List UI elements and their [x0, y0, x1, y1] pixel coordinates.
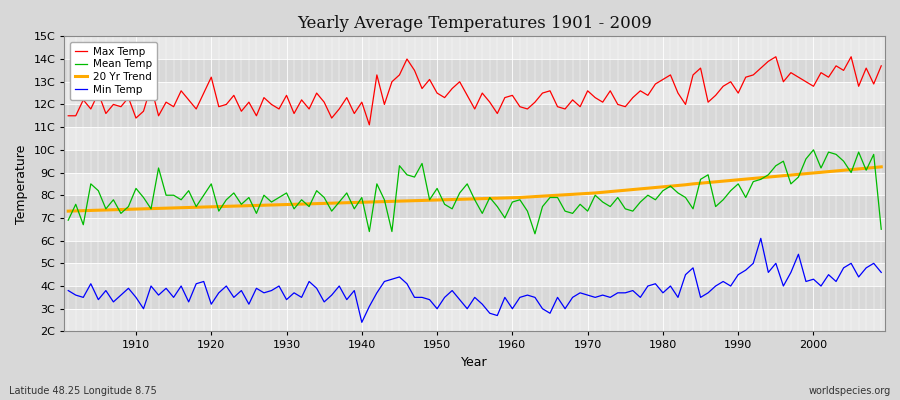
- Bar: [65, 104, 885, 127]
- Mean Temp: [605, 204, 616, 209]
- Max Temp: [334, 106, 345, 111]
- Max Temp: [289, 111, 300, 116]
- Bar: [65, 218, 885, 241]
- Line: 20 Yr Trend: 20 Yr Trend: [68, 167, 881, 211]
- Bar: [65, 263, 885, 286]
- X-axis label: Year: Year: [462, 356, 488, 369]
- 20 Yr Trend: [500, 196, 510, 200]
- Text: Latitude 48.25 Longitude 8.75: Latitude 48.25 Longitude 8.75: [9, 386, 157, 396]
- Min Temp: [289, 290, 300, 295]
- Mean Temp: [334, 200, 345, 204]
- Max Temp: [876, 64, 886, 68]
- Mean Temp: [529, 232, 540, 236]
- Bar: [65, 82, 885, 104]
- Line: Max Temp: Max Temp: [68, 57, 881, 125]
- Min Temp: [334, 284, 345, 288]
- Title: Yearly Average Temperatures 1901 - 2009: Yearly Average Temperatures 1901 - 2009: [297, 15, 652, 32]
- Max Temp: [63, 113, 74, 118]
- Max Temp: [364, 122, 374, 127]
- Mean Temp: [289, 206, 300, 211]
- Bar: [65, 241, 885, 263]
- Min Temp: [515, 295, 526, 300]
- 20 Yr Trend: [289, 202, 300, 207]
- Mean Temp: [876, 227, 886, 232]
- Mean Temp: [500, 216, 510, 220]
- Min Temp: [876, 270, 886, 275]
- 20 Yr Trend: [507, 195, 517, 200]
- Bar: [65, 59, 885, 82]
- Line: Min Temp: Min Temp: [68, 238, 881, 322]
- Mean Temp: [63, 218, 74, 222]
- Y-axis label: Temperature: Temperature: [15, 144, 28, 224]
- Bar: [65, 309, 885, 332]
- Min Temp: [755, 236, 766, 241]
- Line: Mean Temp: Mean Temp: [68, 150, 881, 234]
- Max Temp: [123, 95, 134, 100]
- Bar: [65, 127, 885, 150]
- 20 Yr Trend: [123, 207, 134, 212]
- Mean Temp: [507, 200, 517, 204]
- 20 Yr Trend: [598, 190, 608, 195]
- Bar: [65, 36, 885, 59]
- 20 Yr Trend: [334, 200, 345, 205]
- 20 Yr Trend: [876, 164, 886, 169]
- 20 Yr Trend: [63, 209, 74, 214]
- Max Temp: [507, 93, 517, 98]
- Min Temp: [507, 306, 517, 311]
- Bar: [65, 286, 885, 309]
- Min Temp: [63, 288, 74, 293]
- Max Temp: [515, 104, 526, 109]
- Min Temp: [356, 320, 367, 325]
- Mean Temp: [123, 204, 134, 209]
- Bar: [65, 150, 885, 172]
- Legend: Max Temp, Mean Temp, 20 Yr Trend, Min Temp: Max Temp, Mean Temp, 20 Yr Trend, Min Te…: [69, 42, 157, 100]
- Max Temp: [770, 54, 781, 59]
- Min Temp: [123, 286, 134, 291]
- Min Temp: [605, 295, 616, 300]
- Mean Temp: [808, 148, 819, 152]
- Text: worldspecies.org: worldspecies.org: [809, 386, 891, 396]
- Bar: [65, 195, 885, 218]
- Bar: [65, 172, 885, 195]
- Max Temp: [605, 88, 616, 93]
